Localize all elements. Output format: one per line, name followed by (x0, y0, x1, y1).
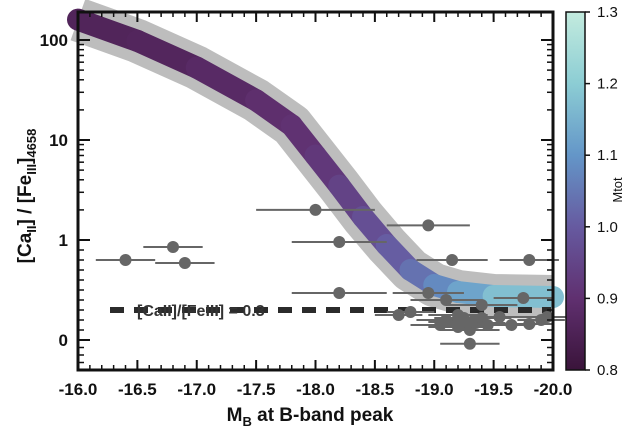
colorbar-tick-label: 1.0 (597, 219, 618, 236)
x-tick-label: -20.0 (534, 380, 573, 399)
colorbar-tick-label: 1.3 (597, 4, 618, 21)
x-tick-label: -16.0 (59, 380, 98, 399)
colorbar-title: Mtot (610, 177, 625, 203)
data-point (440, 294, 453, 306)
x-tick-label: -19.5 (474, 380, 513, 399)
x-tick-label: -19.0 (415, 380, 454, 399)
colorbar-tick-label: 1.1 (597, 147, 618, 164)
data-point (333, 236, 346, 248)
data-point (404, 306, 417, 318)
data-point (475, 299, 488, 311)
data-point (517, 292, 530, 304)
x-tick-label: -17.5 (237, 380, 276, 399)
colorbar-tick-label: 0.8 (597, 362, 618, 379)
data-point (178, 257, 191, 269)
y-axis-title: [CaII] / [FeIII]4658 (15, 129, 39, 264)
colorbar-gradient (565, 11, 586, 371)
colorbar-tick-label: 0.9 (597, 290, 618, 307)
data-point (463, 337, 476, 350)
y-tick-label: 100 (40, 31, 68, 50)
x-tick-label: -17.0 (177, 380, 216, 399)
data-point (392, 309, 405, 321)
data-point (309, 203, 322, 216)
x-tick-label: -16.5 (118, 380, 157, 399)
data-point (333, 287, 346, 299)
data-point (493, 311, 506, 323)
y-tick-label: 1 (59, 231, 68, 250)
data-points (95, 203, 571, 350)
x-axis-title: MB at B-band peak (227, 405, 394, 429)
data-point (422, 219, 435, 232)
data-point (541, 311, 554, 323)
data-point (422, 287, 435, 299)
colorbar-tick-label: 1.2 (597, 76, 618, 93)
data-point (167, 241, 179, 253)
x-tick-label: -18.5 (356, 380, 395, 399)
reference-line-label: [CaII]/[FeIII] = 0.3 (137, 303, 265, 320)
axes: -16.0 -16.5 -17.0 -17.5 -18.0 -18.5 -19.0 -19.5… (40, 10, 573, 399)
model-curve-segment (185, 56, 268, 112)
colorbar: 0.8 0.9 1.0 1.1 1.2 1.3 (565, 4, 618, 379)
y-tick-label: 10 (49, 131, 68, 150)
x-tick-label: -18.0 (296, 380, 335, 399)
data-point (523, 254, 536, 266)
data-point (446, 254, 459, 266)
data-point (119, 254, 132, 266)
y-tick-label: 0 (59, 331, 68, 350)
